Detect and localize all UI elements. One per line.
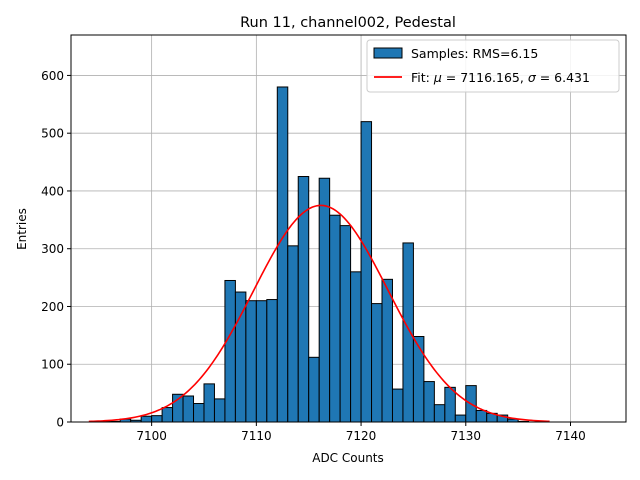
histogram-bar (255, 300, 268, 423)
x-tick-label: 7140 (555, 429, 586, 443)
y-tick-label: 0 (56, 416, 64, 430)
histogram-bar (444, 386, 456, 423)
histogram-bar (391, 388, 404, 423)
legend-histogram-label: Samples: RMS=6.15 (411, 46, 538, 61)
histogram-bar (203, 383, 215, 423)
y-tick-label: 500 (41, 127, 64, 141)
histogram-bar (433, 404, 446, 423)
histogram-bar (381, 278, 393, 423)
histogram-bar (402, 242, 414, 423)
histogram-bar (224, 279, 236, 423)
histogram-bar (276, 86, 289, 423)
histogram-bar (423, 381, 435, 423)
y-axis-ticks: 0 100 200 300 400 500 600 (41, 69, 71, 430)
axes-frame (70, 34, 627, 423)
histogram-bar (182, 395, 195, 423)
x-tick-label: 7110 (241, 429, 272, 443)
histogram-bar (329, 214, 341, 423)
y-tick-label: 100 (41, 358, 64, 372)
y-tick-label: 300 (41, 242, 64, 256)
legend: Samples: RMS=6.15 Fit: μ = 7116.165, σ =… (366, 39, 620, 93)
histogram-bar (287, 245, 299, 423)
histogram-bar (213, 398, 226, 423)
fit-curve-layer (88, 204, 550, 423)
legend-fit-label: Fit: μ = 7116.165, σ = 6.431 (411, 70, 590, 85)
histogram-bar (234, 291, 247, 423)
histogram-bar (318, 177, 331, 423)
histogram-bar (371, 303, 383, 423)
histogram-bar (339, 225, 352, 423)
histogram-bar (350, 271, 362, 423)
histogram-bar (412, 336, 425, 423)
y-tick-label: 600 (41, 69, 64, 83)
histogram-bar (454, 414, 467, 423)
legend-histogram-swatch (373, 47, 403, 59)
histogram-bar (266, 299, 278, 423)
y-tick-label: 200 (41, 300, 64, 314)
x-axis-label: ADC Counts (312, 451, 384, 465)
histogram-bar (360, 121, 373, 423)
histogram-bar (140, 415, 153, 423)
y-axis-label: Entries (15, 208, 29, 250)
histogram-bar (245, 300, 257, 423)
histogram-bar (161, 407, 174, 423)
x-tick-label: 7120 (346, 429, 377, 443)
x-tick-label: 7130 (451, 429, 482, 443)
histogram-bar (475, 409, 488, 423)
y-tick-label: 400 (41, 184, 64, 198)
histogram-bar (151, 415, 163, 423)
x-tick-label: 7100 (136, 429, 167, 443)
histogram-bar (308, 356, 320, 423)
histogram-bar (193, 403, 205, 423)
gaussian-fit-curve (88, 204, 550, 423)
histogram-bars (98, 86, 530, 423)
chart-title: Run 11, channel002, Pedestal (240, 15, 456, 31)
x-axis-ticks: 7100 7110 7120 7130 7140 (136, 422, 586, 443)
legend-box (366, 39, 620, 93)
